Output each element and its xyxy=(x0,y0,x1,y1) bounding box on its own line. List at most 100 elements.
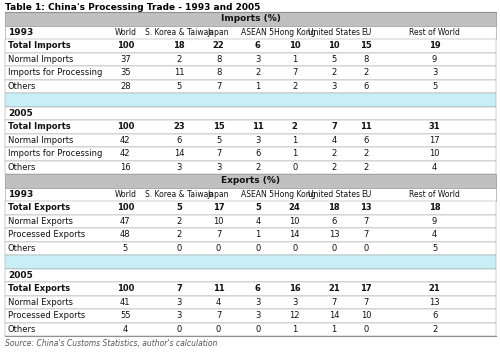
Text: 21: 21 xyxy=(328,284,340,293)
Text: 24: 24 xyxy=(289,203,300,212)
Text: 3: 3 xyxy=(255,136,260,145)
Text: Others: Others xyxy=(8,244,36,253)
Text: 4: 4 xyxy=(432,163,437,172)
Text: 3: 3 xyxy=(216,163,222,172)
Text: 10: 10 xyxy=(360,311,371,320)
Text: 2: 2 xyxy=(255,163,260,172)
Text: 11: 11 xyxy=(174,68,184,77)
Text: 7: 7 xyxy=(216,230,222,239)
Text: 11: 11 xyxy=(252,122,264,131)
Bar xyxy=(5,215,496,228)
Text: 0: 0 xyxy=(332,244,336,253)
Text: EU: EU xyxy=(361,190,371,199)
Text: 0: 0 xyxy=(255,325,260,334)
Text: 37: 37 xyxy=(120,55,130,64)
Text: 3: 3 xyxy=(292,298,298,307)
Text: 42: 42 xyxy=(120,149,130,158)
Bar xyxy=(5,161,496,174)
Text: 7: 7 xyxy=(216,149,222,158)
Text: 7: 7 xyxy=(363,217,368,226)
Text: 4: 4 xyxy=(122,325,128,334)
Bar xyxy=(5,187,496,201)
Text: 2: 2 xyxy=(176,230,182,239)
Text: 0: 0 xyxy=(216,325,221,334)
Text: 1: 1 xyxy=(332,325,336,334)
Text: 1: 1 xyxy=(255,230,260,239)
Text: 3: 3 xyxy=(255,298,260,307)
Text: Total Exports: Total Exports xyxy=(8,284,70,293)
Text: 42: 42 xyxy=(120,136,130,145)
Bar xyxy=(5,12,496,25)
Text: 1: 1 xyxy=(255,82,260,91)
Text: 55: 55 xyxy=(120,311,130,320)
Text: Normal Imports: Normal Imports xyxy=(8,136,74,145)
Text: World: World xyxy=(114,28,136,37)
Text: 12: 12 xyxy=(290,311,300,320)
Text: 7: 7 xyxy=(292,68,298,77)
Text: 17: 17 xyxy=(430,136,440,145)
Text: 10: 10 xyxy=(290,217,300,226)
Text: 5: 5 xyxy=(332,55,336,64)
Text: 10: 10 xyxy=(430,149,440,158)
Text: EU: EU xyxy=(361,28,371,37)
Text: 47: 47 xyxy=(120,217,130,226)
Text: 6: 6 xyxy=(255,284,261,293)
Text: 6: 6 xyxy=(332,217,336,226)
Text: 3: 3 xyxy=(176,163,182,172)
Text: 5: 5 xyxy=(255,203,261,212)
Bar xyxy=(5,309,496,323)
Text: 9: 9 xyxy=(432,55,437,64)
Bar xyxy=(5,269,496,282)
Text: 2: 2 xyxy=(255,68,260,77)
Text: Others: Others xyxy=(8,325,36,334)
Text: 8: 8 xyxy=(363,55,368,64)
Text: 5: 5 xyxy=(216,136,221,145)
Text: S. Korea & Taiwan: S. Korea & Taiwan xyxy=(145,28,214,37)
Text: 28: 28 xyxy=(120,82,130,91)
Text: 8: 8 xyxy=(216,55,222,64)
Text: United States: United States xyxy=(308,28,360,37)
Text: 6: 6 xyxy=(255,149,260,158)
Text: 2005: 2005 xyxy=(8,271,33,280)
Text: 11: 11 xyxy=(212,284,224,293)
Text: 7: 7 xyxy=(363,298,368,307)
Text: 18: 18 xyxy=(174,41,185,50)
Text: 14: 14 xyxy=(328,311,339,320)
Text: 2: 2 xyxy=(292,82,298,91)
Text: 6: 6 xyxy=(255,41,261,50)
Text: Total Imports: Total Imports xyxy=(8,122,71,131)
Text: Processed Exports: Processed Exports xyxy=(8,311,85,320)
Text: 100: 100 xyxy=(116,203,134,212)
Bar xyxy=(5,25,496,39)
Text: World: World xyxy=(114,190,136,199)
Text: 2: 2 xyxy=(292,122,298,131)
Text: ASEAN 5: ASEAN 5 xyxy=(242,190,274,199)
Text: 0: 0 xyxy=(216,244,221,253)
Text: 14: 14 xyxy=(290,230,300,239)
Text: Imports for Processing: Imports for Processing xyxy=(8,68,102,77)
Text: Total Exports: Total Exports xyxy=(8,203,70,212)
Text: 3: 3 xyxy=(176,311,182,320)
Text: 2: 2 xyxy=(332,163,336,172)
Bar xyxy=(5,295,496,309)
Text: 10: 10 xyxy=(289,41,300,50)
Text: Table 1: China's Processing Trade - 1993 and 2005: Table 1: China's Processing Trade - 1993… xyxy=(5,3,260,12)
Text: 13: 13 xyxy=(360,203,372,212)
Text: Normal Exports: Normal Exports xyxy=(8,298,73,307)
Text: 48: 48 xyxy=(120,230,130,239)
Text: Processed Exports: Processed Exports xyxy=(8,230,85,239)
Text: 2: 2 xyxy=(364,68,368,77)
Bar xyxy=(5,39,496,53)
Text: 2: 2 xyxy=(332,149,336,158)
Text: 3: 3 xyxy=(332,82,336,91)
Text: 5: 5 xyxy=(432,82,437,91)
Text: 0: 0 xyxy=(176,325,182,334)
Text: 17: 17 xyxy=(360,284,372,293)
Text: Hong Kong: Hong Kong xyxy=(274,190,316,199)
Text: 6: 6 xyxy=(432,311,438,320)
Text: 2: 2 xyxy=(176,55,182,64)
Text: 4: 4 xyxy=(432,230,437,239)
Text: 4: 4 xyxy=(216,298,221,307)
Text: Imports (%): Imports (%) xyxy=(220,14,280,23)
Text: 3: 3 xyxy=(255,55,260,64)
